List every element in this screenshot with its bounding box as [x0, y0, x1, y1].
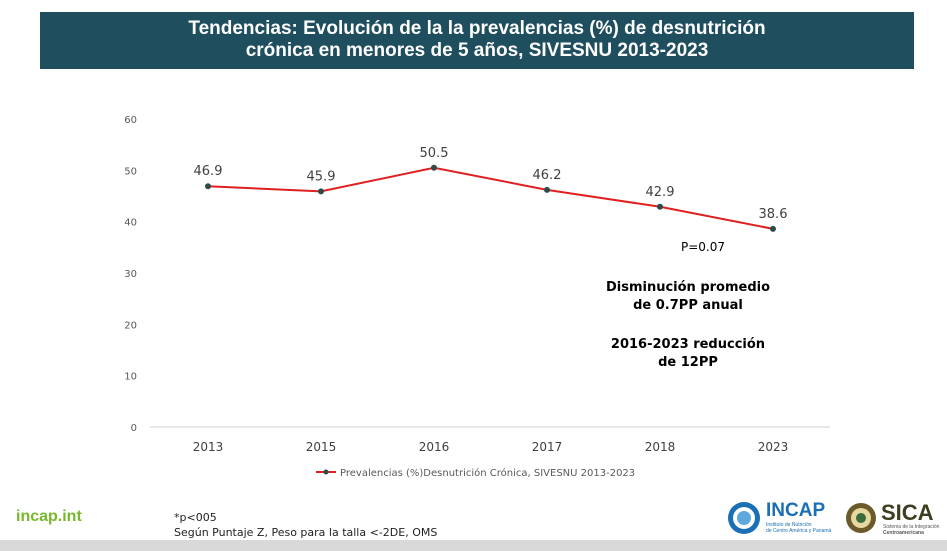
- reduction-line-2: de 12PP: [658, 355, 718, 370]
- sica-logo: SICA Sistema de la Integración Centroame…: [845, 500, 945, 536]
- reduction-line-1: 2016-2023 reducción: [610, 337, 766, 352]
- y-axis-ticks: 0 10 20 30 40 50 60: [124, 115, 137, 434]
- data-label: 38.6: [759, 207, 788, 222]
- data-label: 42.9: [646, 185, 675, 200]
- data-label: 50.5: [420, 146, 449, 161]
- data-point: [431, 164, 437, 171]
- x-tick-label: 2016: [419, 440, 450, 454]
- sica-seal-icon: [846, 503, 876, 533]
- footnote-method: Según Puntaje Z, Peso para la talla <-2D…: [174, 526, 438, 539]
- line-chart: 0 10 20 30 40 50 60 2013 2015 2016 2017 2018 2023 4…: [124, 115, 830, 479]
- data-label: 46.2: [533, 168, 562, 183]
- sica-logo-subtitle-2: Centroamericana: [883, 530, 924, 536]
- bottom-bar: [0, 540, 947, 551]
- sica-logo-subtitle-1: Sistema de la Integración: [883, 524, 940, 530]
- x-tick-label: 2015: [306, 440, 337, 454]
- average-decrease-line-1: Disminución promedio: [605, 280, 771, 295]
- site-link[interactable]: incap.int: [16, 508, 82, 525]
- data-label: 46.9: [194, 164, 223, 179]
- data-point: [544, 186, 550, 193]
- footnote-pvalue: *p<005: [174, 511, 217, 524]
- y-tick-label: 20: [124, 320, 137, 331]
- data-labels: 46.9 45.9 50.5 46.2 42.9 38.6: [194, 146, 788, 222]
- average-decrease-line-2: de 0.7PP anual: [633, 298, 743, 313]
- legend-marker-swatch: [323, 469, 329, 475]
- y-tick-label: 30: [124, 269, 137, 280]
- footnotes: *p<005 Según Puntaje Z, Peso para la tal…: [174, 510, 437, 540]
- incap-logo-text: INCAP: [766, 500, 826, 521]
- incap-logo: INCAP Instituto de Nutrición de Centro A…: [726, 500, 844, 536]
- y-tick-label: 0: [131, 423, 137, 434]
- x-tick-label: 2023: [758, 440, 789, 454]
- series-markers: [205, 164, 776, 232]
- reduction-note: 2016-2023 reducción de 12PP: [588, 336, 788, 372]
- y-tick-label: 60: [124, 115, 137, 126]
- data-point: [657, 203, 663, 210]
- incap-globe-icon: [728, 502, 760, 534]
- series-line: [207, 166, 774, 230]
- title-line-1: Tendencias: Evolución de la la prevalenc…: [188, 18, 766, 39]
- average-decrease-note: Disminución promedio de 0.7PP anual: [588, 279, 788, 315]
- p-value-annotation: P=0.07: [681, 240, 726, 254]
- x-tick-label: 2017: [532, 440, 563, 454]
- x-axis-ticks: 2013 2015 2016 2017 2018 2023: [193, 440, 789, 454]
- incap-logo-subtitle-1: Instituto de Nutrición: [766, 522, 812, 528]
- data-point: [770, 225, 776, 232]
- title-banner: Tendencias: Evolución de la la prevalenc…: [40, 12, 914, 69]
- data-point: [205, 183, 211, 190]
- title-line-2: crónica en menores de 5 años, SIVESNU 20…: [245, 40, 709, 61]
- legend-label: Prevalencias (%)Desnutrición Crónica, SI…: [340, 467, 635, 479]
- y-tick-label: 50: [124, 166, 137, 177]
- incap-logo-subtitle-2: de Centro América y Panamá: [766, 528, 832, 534]
- legend: Prevalencias (%)Desnutrición Crónica, SI…: [316, 467, 635, 479]
- y-tick-label: 40: [124, 218, 137, 229]
- x-tick-label: 2018: [645, 440, 676, 454]
- y-tick-label: 10: [124, 372, 137, 383]
- x-tick-label: 2013: [193, 440, 224, 454]
- data-point: [318, 188, 324, 195]
- data-label: 45.9: [307, 169, 336, 184]
- sica-logo-text: SICA: [881, 500, 934, 525]
